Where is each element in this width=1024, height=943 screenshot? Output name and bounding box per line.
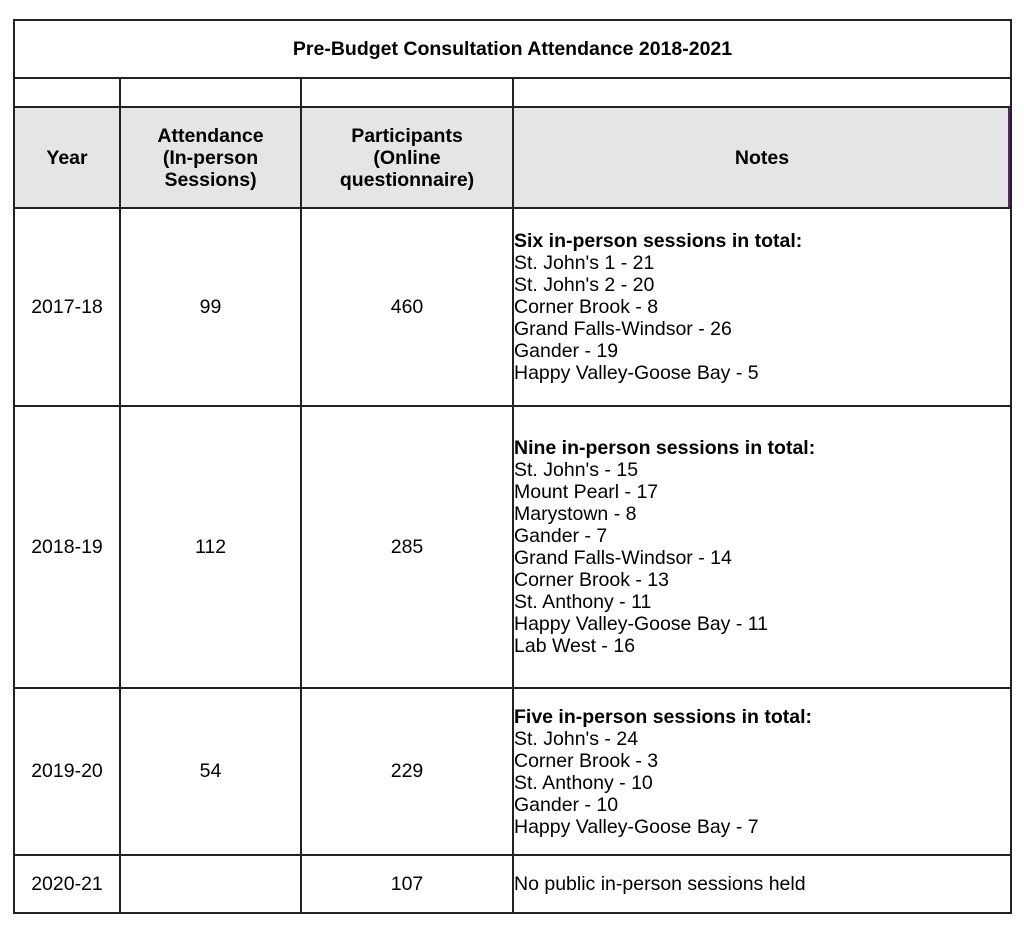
notes-line: Gander - 10 bbox=[514, 793, 619, 816]
attendance-table: Pre-Budget Consultation Attendance 2018-… bbox=[13, 19, 1012, 914]
notes-line: Happy Valley-Goose Bay - 11 bbox=[514, 613, 768, 635]
participants-cell: 229 bbox=[300, 687, 514, 856]
notes-line: Mount Pearl - 17 bbox=[514, 481, 659, 503]
notes-cell: Six in-person sessions in total: St. Joh… bbox=[512, 207, 1012, 407]
notes-line: Corner Brook - 3 bbox=[514, 749, 659, 772]
spacer-row bbox=[13, 77, 1012, 108]
notes-line: St. Anthony - 11 bbox=[514, 591, 652, 613]
notes-cell: Five in-person sessions in total: St. Jo… bbox=[512, 687, 1012, 856]
attendance-cell: 112 bbox=[119, 405, 302, 689]
notes-cell: No public in-person sessions held bbox=[512, 854, 1012, 914]
table-row: 2019-20 54 229 Five in-person sessions i… bbox=[13, 687, 1012, 856]
notes-line: Grand Falls-Windsor - 26 bbox=[514, 318, 732, 340]
notes-heading: Nine in-person sessions in total: bbox=[514, 437, 816, 459]
year-cell: 2020-21 bbox=[13, 854, 121, 914]
title-row: Pre-Budget Consultation Attendance 2018-… bbox=[13, 19, 1012, 79]
notes-line: Corner Brook - 13 bbox=[514, 569, 669, 591]
notes-line: St. John's - 15 bbox=[514, 459, 639, 481]
header-row: Year Attendance (In-person Sessions) Par… bbox=[13, 106, 1012, 209]
participants-cell: 107 bbox=[300, 854, 514, 914]
year-cell: 2019-20 bbox=[13, 687, 121, 856]
table-row: 2020-21 107 No public in-person sessions… bbox=[13, 854, 1012, 914]
notes-line: St. John's - 24 bbox=[514, 727, 639, 750]
notes-heading: Five in-person sessions in total: bbox=[514, 705, 812, 728]
table-row: 2018-19 112 285 Nine in-person sessions … bbox=[13, 405, 1012, 689]
notes-cell: Nine in-person sessions in total: St. Jo… bbox=[512, 405, 1012, 689]
notes-line: St. John's 2 - 20 bbox=[514, 274, 655, 296]
table-title: Pre-Budget Consultation Attendance 2018-… bbox=[13, 19, 1012, 79]
notes-line: No public in-person sessions held bbox=[514, 873, 806, 895]
spacer-cell bbox=[300, 77, 514, 108]
year-cell: 2018-19 bbox=[13, 405, 121, 689]
attendance-cell bbox=[119, 854, 302, 914]
table-row: 2017-18 99 460 Six in-person sessions in… bbox=[13, 207, 1012, 407]
notes-line: Happy Valley-Goose Bay - 7 bbox=[514, 815, 759, 838]
spacer-cell bbox=[512, 77, 1012, 108]
column-header-notes: Notes bbox=[512, 106, 1012, 209]
attendance-cell: 54 bbox=[119, 687, 302, 856]
column-header-participants: Participants (Online questionnaire) bbox=[300, 106, 514, 209]
column-header-attendance: Attendance (In-person Sessions) bbox=[119, 106, 302, 209]
notes-line: St. Anthony - 10 bbox=[514, 771, 653, 794]
notes-line: Grand Falls-Windsor - 14 bbox=[514, 547, 732, 569]
year-cell: 2017-18 bbox=[13, 207, 121, 407]
notes-line: Happy Valley-Goose Bay - 5 bbox=[514, 362, 759, 384]
notes-line: Gander - 19 bbox=[514, 340, 619, 362]
attendance-cell: 99 bbox=[119, 207, 302, 407]
notes-line: Corner Brook - 8 bbox=[514, 296, 659, 318]
spacer-cell bbox=[13, 77, 121, 108]
notes-heading: Six in-person sessions in total: bbox=[514, 230, 803, 252]
column-header-year: Year bbox=[13, 106, 121, 209]
notes-line: St. John's 1 - 21 bbox=[514, 252, 655, 274]
notes-line: Marystown - 8 bbox=[514, 503, 637, 525]
notes-line: Gander - 7 bbox=[514, 525, 608, 547]
participants-cell: 285 bbox=[300, 405, 514, 689]
notes-line: Lab West - 16 bbox=[514, 635, 636, 657]
participants-cell: 460 bbox=[300, 207, 514, 407]
spacer-cell bbox=[119, 77, 302, 108]
